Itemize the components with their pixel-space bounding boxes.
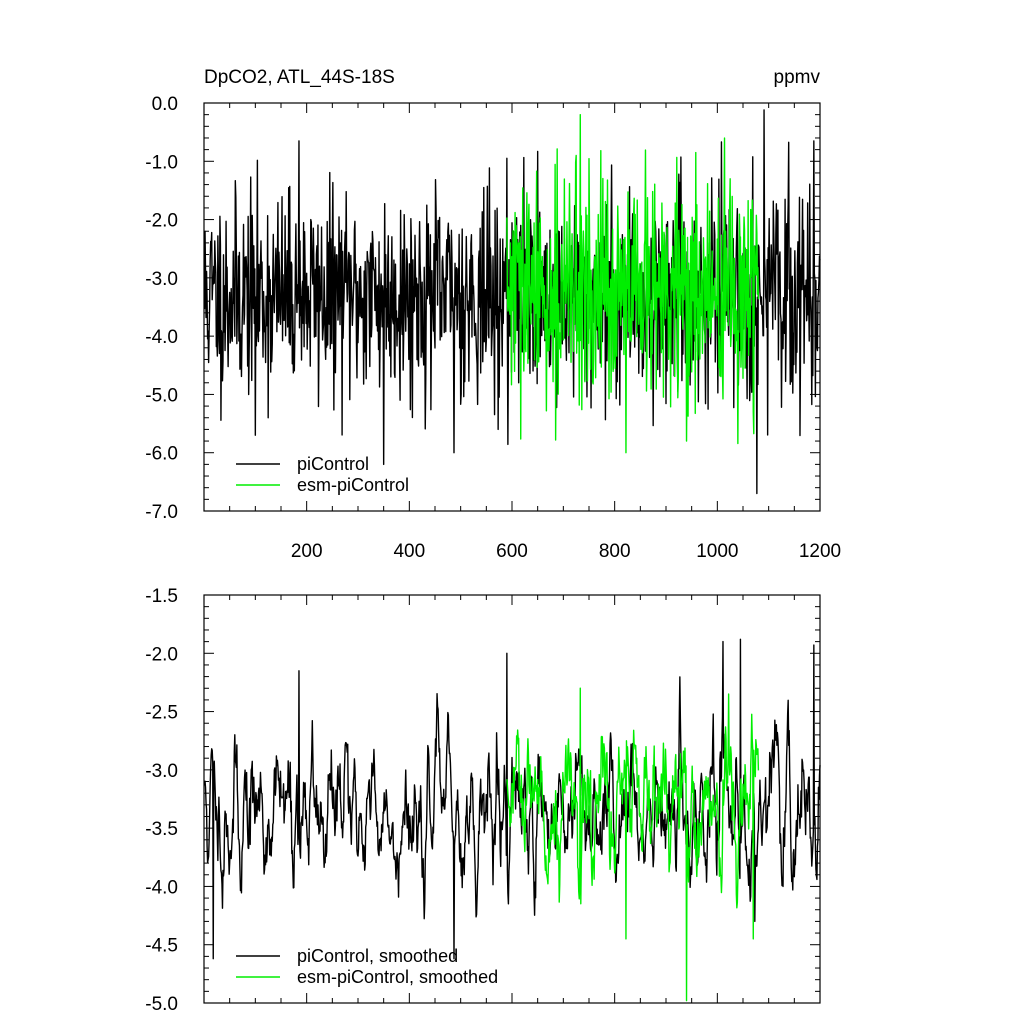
y-tick-label: -5.0 [145,385,178,406]
bottom-plot-frame [203,594,821,1004]
y-tick-label: 0.0 [152,94,178,115]
y-tick-label: -2.0 [145,644,178,665]
series-line-esm-picontrol [506,113,760,454]
y-tick-label: -3.5 [145,819,178,840]
x-tick-label: 400 [393,541,425,562]
top-series-layer [203,109,821,495]
bottom-panel: -1.5 -2.0 -2.5 -3.0 -3.5 -4.0 -4.5 -5.0 piContr… [145,586,821,1015]
x-tick-label: 600 [496,541,528,562]
y-tick-label: -6.0 [145,444,178,465]
legend-label: piControl, smoothed [297,946,458,966]
y-tick-label: -3.0 [145,761,178,782]
x-tick-label: 1200 [799,541,841,562]
x-tick-label: 200 [291,541,323,562]
top-panel: DpCO2, ATL_44S-18S ppmv 0.0 -1.0 -2.0 -3.0 -… [145,67,841,562]
y-tick-label: -2.5 [145,703,178,724]
y-tick-label: -4.0 [145,877,178,898]
legend-label: piControl [297,454,369,474]
x-tick-label: 800 [599,541,631,562]
x-tick-label: 1000 [696,541,738,562]
y-tick-label: -1.0 [145,152,178,173]
series-line-esm-picontrol-smoothed [506,687,760,1002]
y-tick-label: -4.5 [145,936,178,957]
y-tick-label: -2.0 [145,211,178,232]
top-axis-layer: 0.0 -1.0 -2.0 -3.0 -4.0 -5.0 -6.0 -7.0 200 400 600… [145,94,841,562]
y-tick-label: -4.0 [145,327,178,348]
top-plot-frame [203,102,821,512]
y-tick-label: -1.5 [145,586,178,607]
y-tick-label: -5.0 [145,994,178,1015]
units-label: ppmv [774,67,821,88]
legend-label: esm-piControl [297,475,409,495]
bottom-axis-layer: -1.5 -2.0 -2.5 -3.0 -3.5 -4.0 -4.5 -5.0 [145,586,821,1015]
bottom-series-layer [203,638,821,1002]
chart-title: DpCO2, ATL_44S-18S [204,67,395,88]
series-line-picontrol-smoothed [203,638,821,960]
y-tick-label: -7.0 [145,502,178,523]
y-tick-label: -3.0 [145,269,178,290]
legend-label: esm-piControl, smoothed [297,967,498,987]
